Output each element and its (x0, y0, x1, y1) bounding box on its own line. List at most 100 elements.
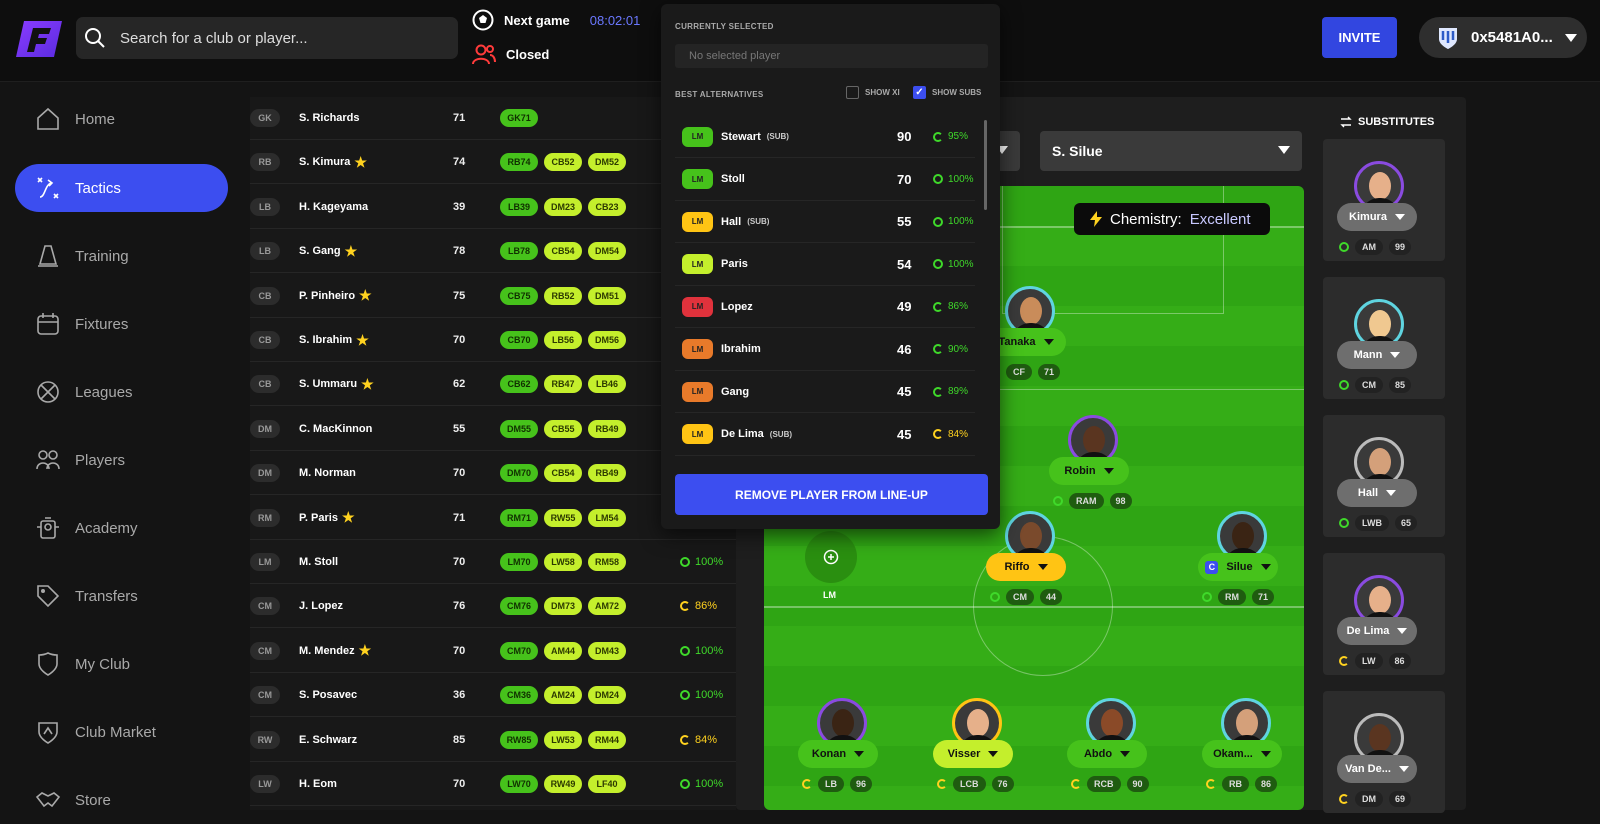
position-badge: RM (250, 508, 280, 527)
substitute-card[interactable]: De Lima LW 86 (1323, 553, 1445, 675)
table-row[interactable]: GK S. Richards 71 GK71 (250, 97, 736, 140)
table-row[interactable]: RM P. Paris ★ 71 RM71 RW55 LM54 (250, 497, 736, 540)
wallet-dropdown[interactable]: 0x5481A0... (1419, 17, 1587, 58)
chemistry-ring-icon (933, 259, 943, 269)
table-row[interactable]: CM J. Lopez 76 CM76 DM73 AM72 86% (250, 585, 736, 629)
table-row[interactable]: DM C. MacKinnon 55 DM55 CB55 RB49 (250, 408, 736, 451)
substitute-name-dropdown[interactable]: Mann (1337, 341, 1417, 369)
player-meta: LCB 76 (937, 776, 1014, 792)
player-rating: 46 (897, 341, 912, 357)
home-icon (37, 107, 59, 130)
position-rating-tag: CB23 (588, 197, 626, 216)
alternative-player-row[interactable]: LM Lopez 49 86% (675, 286, 975, 328)
table-row[interactable]: CM S. Posavec 36 CM36 AM24 DM24 100% (250, 674, 736, 718)
sidebar-item-my-club[interactable]: My Club (15, 640, 228, 688)
player-name-dropdown[interactable]: Konan (798, 740, 878, 768)
player-name-dropdown[interactable]: Abdo (1067, 740, 1147, 768)
table-row[interactable]: CB S. Ibrahim ★ 70 CB70 LB56 DM56 (250, 319, 736, 362)
sidebar-item-fixtures[interactable]: Fixtures (15, 300, 228, 348)
position-tags: CM70 AM44 DM43 (500, 641, 626, 660)
substitute-player[interactable]: Kimura AM 99 (1333, 161, 1423, 271)
chevron-down-icon (1120, 751, 1131, 757)
pitch-player-card[interactable]: Robin RAM 98 (1047, 415, 1137, 525)
pitch-player-card[interactable]: Konan LB 96 (796, 698, 886, 808)
player-avatar (1086, 698, 1136, 748)
player-name-dropdown[interactable]: Riffo (986, 553, 1066, 581)
empty-position-slot[interactable] (805, 531, 857, 583)
sidebar-item-club-market[interactable]: Club Market (15, 708, 228, 756)
player-name: Paris (721, 258, 748, 270)
alternative-player-row[interactable]: LM Stewart (SUB) 90 95% (675, 116, 975, 158)
sidebar-item-leagues[interactable]: Leagues (15, 368, 228, 416)
checkbox-checked[interactable]: ✓ (913, 86, 926, 99)
pitch-player-card[interactable]: Visser LCB 76 (931, 698, 1021, 808)
player-name-dropdown[interactable]: Okam... (1202, 740, 1282, 768)
substitute-name-dropdown[interactable]: Kimura (1337, 203, 1417, 231)
table-row[interactable]: RW E. Schwarz 85 RW85 LW53 RM44 84% (250, 719, 736, 762)
player-rating: 44 (1040, 589, 1063, 605)
sidebar-item-home[interactable]: Home (15, 95, 228, 143)
table-row[interactable]: LB S. Gang ★ 78 LB78 CB54 DM54 (250, 230, 736, 274)
chemistry-ring-icon (680, 734, 690, 745)
show-xi-checkbox[interactable]: SHOW XI (846, 86, 900, 99)
player-name: Visser (947, 748, 981, 760)
search-bar[interactable] (76, 17, 458, 59)
invite-button[interactable]: INVITE (1322, 17, 1397, 58)
ball-icon (472, 9, 494, 31)
table-row[interactable]: LW H. Eom 70 LW70 RW49 LF40 100% (250, 763, 736, 806)
substitute-player[interactable]: Van De... DM 69 (1333, 713, 1423, 823)
checkbox-box[interactable] (846, 86, 859, 99)
table-row[interactable]: DM M. Norman 70 DM70 CB54 RB49 (250, 452, 736, 496)
position-tags: CM76 DM73 AM72 (500, 597, 626, 616)
pitch-player-card[interactable]: Okam... RB 86 (1200, 698, 1290, 808)
sidebar-item-transfers[interactable]: Transfers (15, 572, 228, 620)
table-row[interactable]: LM M. Stoll 70 LM70 LW58 RM58 100% (250, 541, 736, 584)
position-rating-tag: LB46 (588, 375, 626, 394)
pitch-player-card[interactable]: Riffo CM 44 (984, 511, 1074, 621)
table-row[interactable]: RB S. Kimura ★ 74 RB74 CB52 DM52 (250, 141, 736, 185)
alternative-player-row[interactable]: LM Hall (SUB) 55 100% (675, 201, 975, 243)
sidebar-item-store[interactable]: Store (15, 776, 228, 824)
substitute-name-dropdown[interactable]: Hall (1337, 479, 1417, 507)
player-name-dropdown[interactable]: C Silue (1198, 553, 1278, 581)
player-name-dropdown[interactable]: Visser (933, 740, 1013, 768)
alternative-player-row[interactable]: LM De Lima (SUB) 45 84% (675, 414, 975, 456)
player-name-dropdown[interactable]: Robin (1049, 457, 1129, 485)
alternative-player-row[interactable]: LM Stoll 70 100% (675, 159, 975, 201)
app-logo[interactable] (14, 19, 64, 59)
substitute-player[interactable]: De Lima LW 86 (1333, 575, 1423, 685)
pitch-player-card[interactable]: Abdo RCB 90 (1065, 698, 1155, 808)
substitute-card[interactable]: Van De... DM 69 (1323, 691, 1445, 813)
search-input[interactable] (120, 29, 440, 47)
remove-player-button[interactable]: REMOVE PLAYER FROM LINE-UP (675, 474, 988, 515)
chemistry-ring-icon (680, 645, 690, 656)
substitute-card[interactable]: Hall LWB 65 (1323, 415, 1445, 537)
substitute-name-dropdown[interactable]: De Lima (1337, 617, 1417, 645)
substitute-player[interactable]: Hall LWB 65 (1333, 437, 1423, 547)
sidebar-item-players[interactable]: Players (15, 436, 228, 484)
sidebar-item-training[interactable]: Training (15, 232, 228, 280)
table-row[interactable]: CM M. Mendez ★ 70 CM70 AM44 DM43 100% (250, 630, 736, 673)
sidebar-item-academy[interactable]: Academy (15, 504, 228, 552)
alternative-player-row[interactable]: LM Paris 54 100% (675, 244, 975, 286)
player-rating: 69 (1389, 791, 1412, 807)
player-rating: 65 (1395, 515, 1418, 531)
table-row[interactable]: CB S. Ummaru ★ 62 CB62 RB47 LB46 (250, 363, 736, 407)
position-rating-tag: DM54 (588, 242, 626, 261)
table-row[interactable]: LB H. Kageyama 39 LB39 DM23 CB23 (250, 186, 736, 229)
show-subs-checkbox[interactable]: ✓ SHOW SUBS (913, 86, 981, 99)
alternatives-scrollbar[interactable] (984, 120, 987, 210)
pitch-player-card[interactable]: C Silue RM 71 (1196, 511, 1286, 621)
position-rating-tag: AM24 (544, 686, 582, 705)
substitute-name-dropdown[interactable]: Van De... (1337, 755, 1417, 783)
player-dropdown[interactable]: S. Silue (1040, 131, 1302, 171)
selected-player-box: No selected player (675, 44, 988, 68)
position-tags: CB70 LB56 DM56 (500, 331, 626, 349)
alternative-player-row[interactable]: LM Gang 45 89% (675, 371, 975, 413)
sidebar-item-tactics[interactable]: Tactics (15, 164, 228, 212)
substitute-player[interactable]: Mann CM 85 (1333, 299, 1423, 409)
substitute-card[interactable]: Mann CM 85 (1323, 277, 1445, 399)
table-row[interactable]: CB P. Pinheiro ★ 75 CB75 RB52 DM51 (250, 275, 736, 318)
alternative-player-row[interactable]: LM Ibrahim 46 90% (675, 329, 975, 371)
substitute-card[interactable]: Kimura AM 99 (1323, 139, 1445, 261)
